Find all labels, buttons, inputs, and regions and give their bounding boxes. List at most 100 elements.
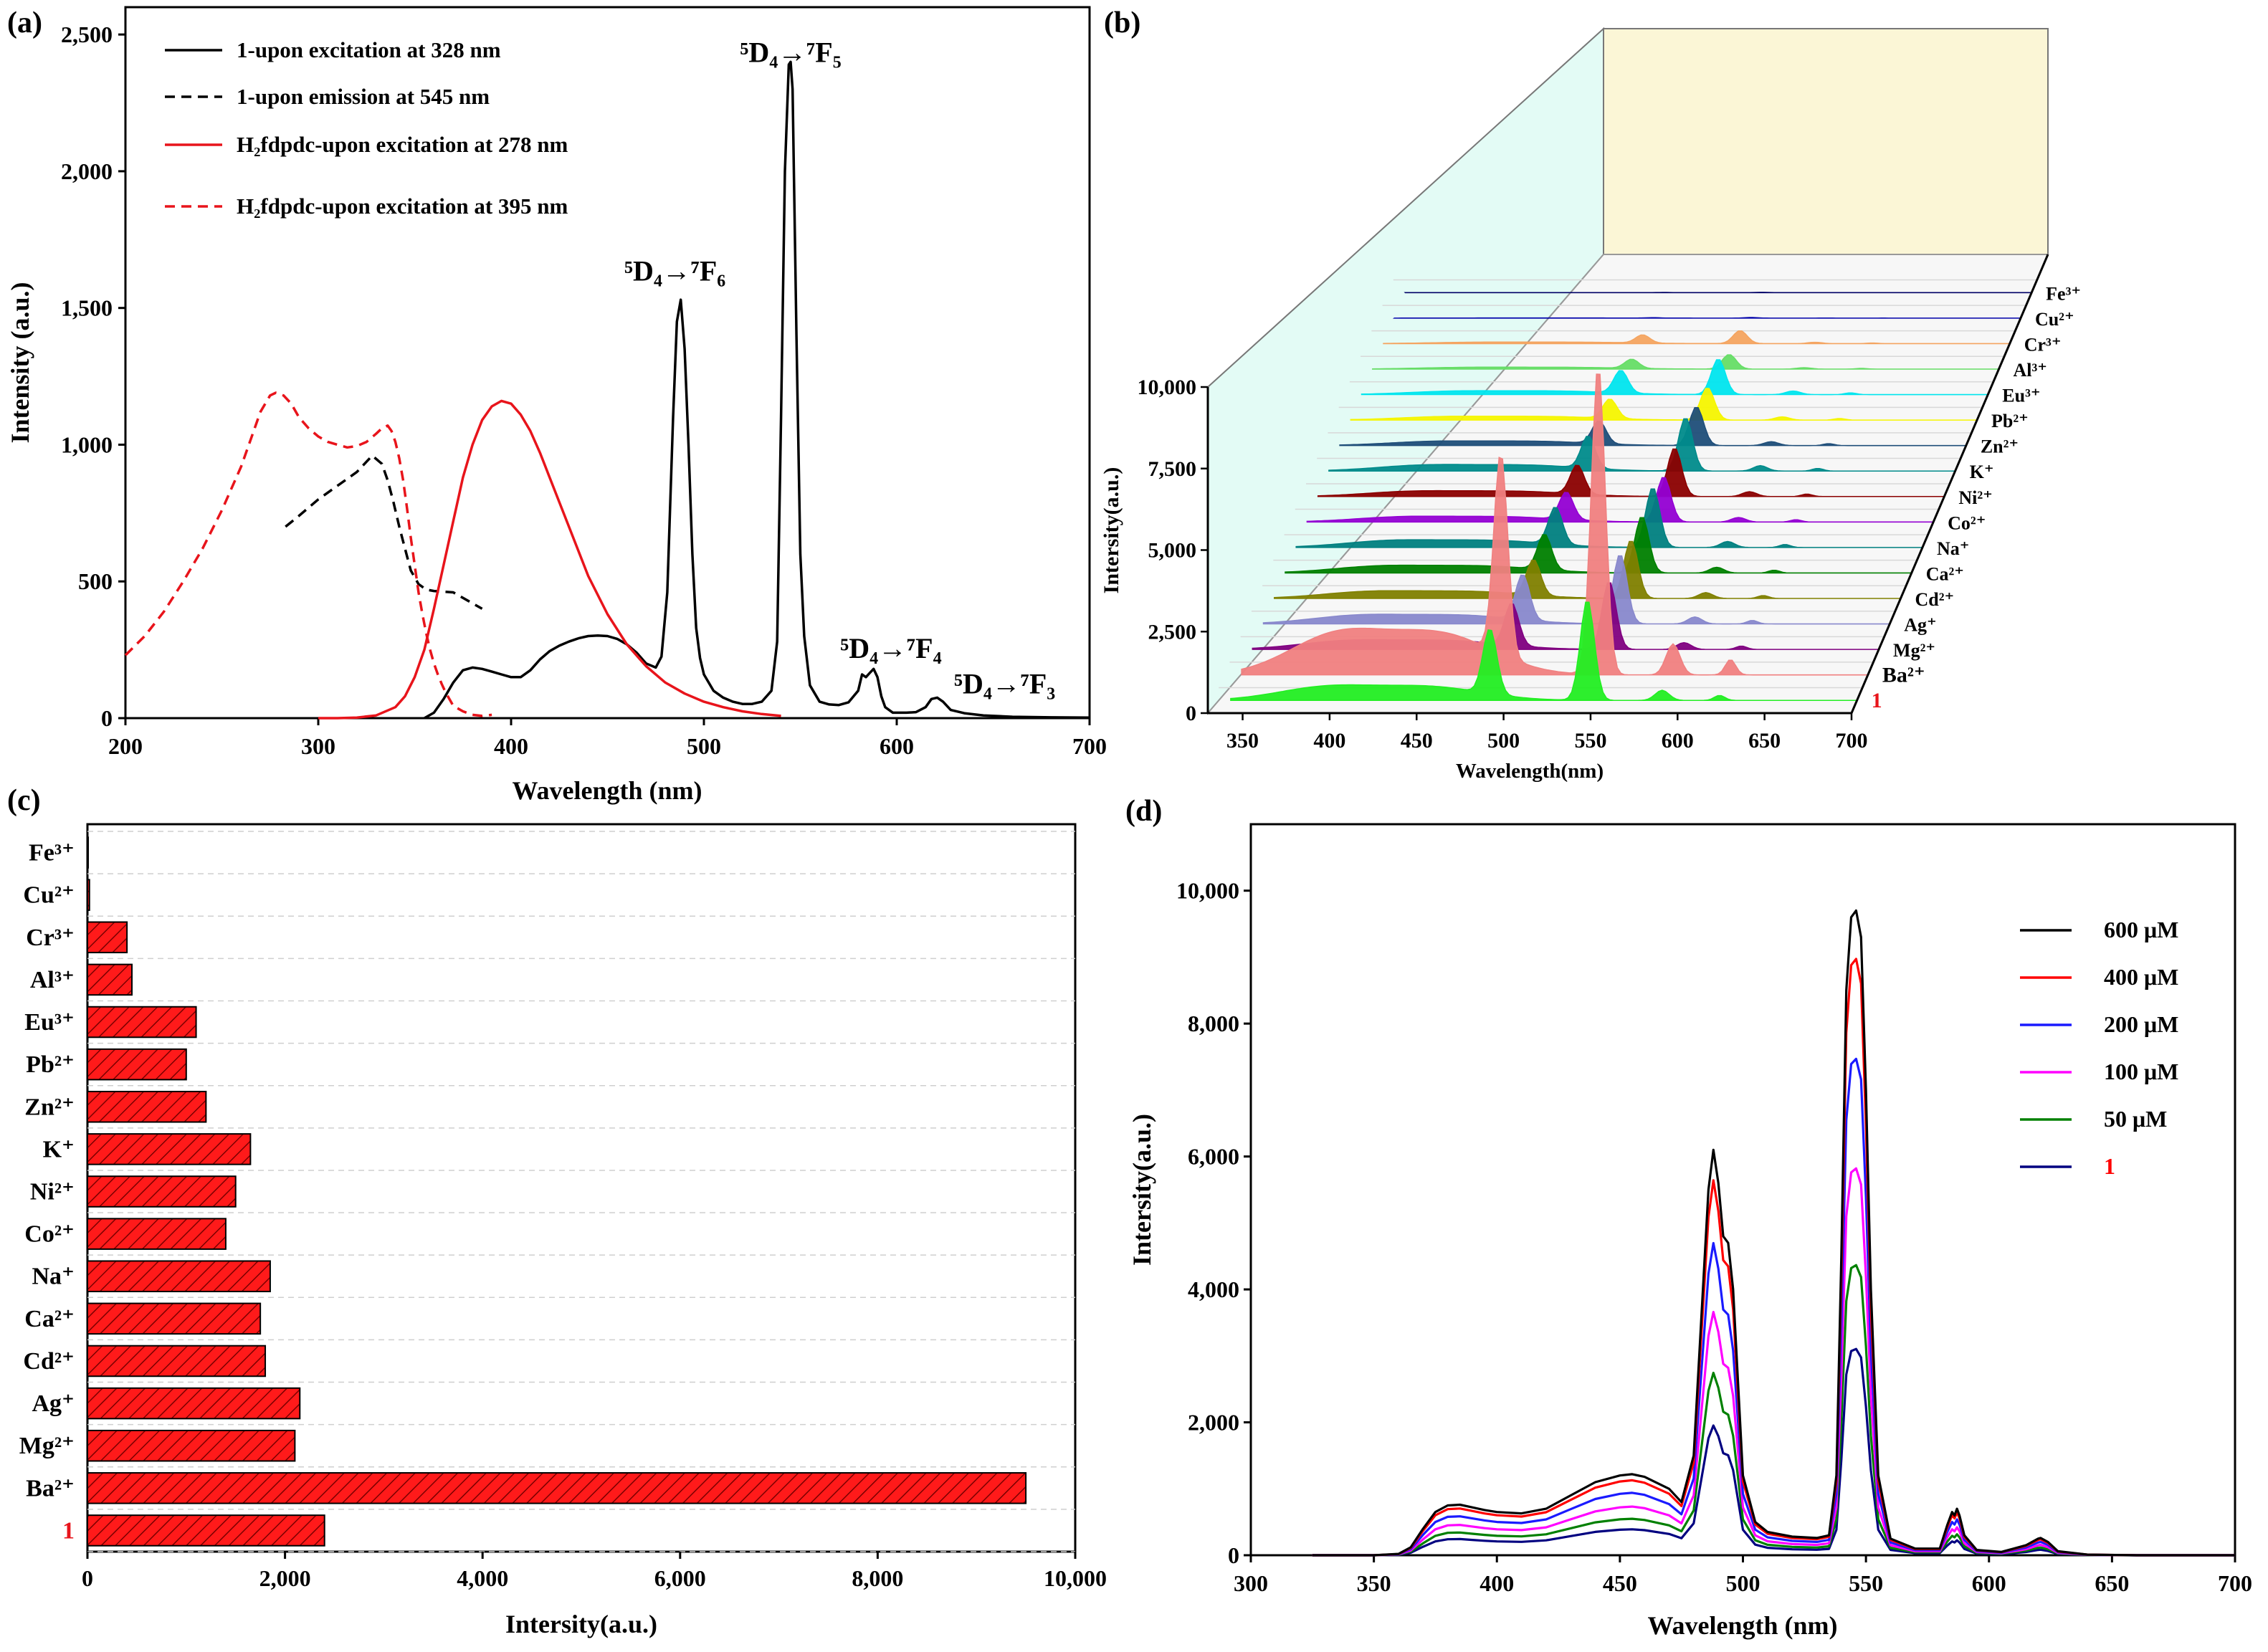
panel-b-spectrum-1 [1241, 373, 1869, 676]
panel-c-bar-14 [87, 1429, 296, 1462]
panel-b-xtick-label: 450 [1401, 729, 1433, 753]
panel-d-xtick-label: 700 [2218, 1570, 2252, 1596]
panel-b-xtick-label: 350 [1226, 729, 1259, 753]
panel-c-bar-1 [87, 879, 90, 911]
panel-d-ylabel: Intersity(a.u.) [1128, 1114, 1156, 1266]
panel-d-legend-label-2: 200 μM [2104, 1011, 2178, 1037]
panel-d-xtick-label: 400 [1480, 1570, 1514, 1596]
panel-b-series-label-12: Eu³⁺ [2002, 386, 2040, 406]
panel-a-label: (a) [7, 6, 42, 39]
panel-c-category-label-5: Pb²⁺ [26, 1051, 75, 1078]
panel-b-back-wall [1603, 28, 2049, 255]
panel-d-xtick-label: 650 [2095, 1570, 2129, 1596]
panel-c-bar-13 [87, 1387, 301, 1420]
panel-b-xlabel: Wavelength(nm) [1456, 760, 1604, 783]
panel-c-bar-11 [87, 1302, 262, 1335]
panel-c-xtick-label: 4,000 [457, 1565, 508, 1591]
panel-b-spectrum-12 [1361, 359, 1989, 396]
panel-b-spectrum-6 [1295, 488, 1923, 548]
panel-d-legend-label-3: 100 μM [2104, 1059, 2178, 1084]
panel-c-category-label-6: Zn²⁺ [24, 1094, 75, 1120]
panel-c-bar-15 [87, 1472, 1027, 1504]
panel-d-ytick-label: 4,000 [1188, 1276, 1239, 1302]
panel-b-spectrum-15 [1393, 317, 2021, 319]
panel-c-bar-8 [87, 1175, 237, 1208]
panel-c-category-label-1: Cu²⁺ [23, 882, 75, 909]
panel-b-ytick-label: 0 [1186, 702, 1196, 725]
panel-c-bar-4 [87, 1006, 197, 1039]
panel-c-xtick-label: 6,000 [654, 1565, 706, 1591]
panel-a-annotations: ⁵D₄→⁷F₆ ⁵D₄→⁷F₅ ⁵D₄→⁷F₄ ⁵D₄→⁷F₃ [624, 36, 1055, 700]
panel-b-series-label-8: Ni²⁺ [1958, 487, 1993, 508]
panel-c-xlabel: Intersity(a.u.) [505, 1610, 657, 1638]
panel-d-legend-label-5: 1 [2104, 1153, 2115, 1179]
panel-b-spectrum-7 [1306, 477, 1935, 523]
panel-c-bar-3 [87, 963, 133, 996]
panel-c-category-label-16: 1 [62, 1517, 75, 1544]
panel-d-ytick-label: 10,000 [1176, 878, 1239, 904]
panel-d-label: (d) [1125, 795, 1162, 828]
panel-c-category-label-3: Al³⁺ [30, 967, 75, 993]
panel-a-series-line-2 [318, 399, 781, 720]
panel-b-series-label-15: Cu²⁺ [2035, 309, 2074, 330]
panel-a-legend-label-2: H₂fdpdc-upon excitation at 278 nm [237, 132, 568, 157]
panel-d-series-line-2 [1312, 1057, 2235, 1557]
panel-b-ylabel: Intersity(a.u.) [1100, 467, 1123, 594]
panel-a-xtick-label: 400 [494, 733, 528, 759]
panel-b-series-label-9: K⁺ [1970, 462, 1994, 482]
panel-a-xtick-label: 500 [687, 733, 721, 759]
panel-b-series-label-11: Pb²⁺ [1991, 411, 2029, 431]
panel-c-category-label-4: Eu³⁺ [24, 1009, 75, 1036]
panel-c-bar-9 [87, 1218, 227, 1250]
panel-d-xtick-label: 450 [1603, 1570, 1637, 1596]
panel-d-legend-label-0: 600 μM [2104, 917, 2178, 942]
panel-b-xtick-label: 400 [1313, 729, 1345, 753]
panel-c-category-label-14: Mg²⁺ [19, 1433, 75, 1459]
panel-b-z-axis [1850, 254, 2049, 714]
panel-c-bar-10 [87, 1260, 271, 1293]
panel-d-xtick-label: 600 [1972, 1570, 2006, 1596]
panel-a-xtick-label: 700 [1072, 733, 1107, 759]
panel-d-frame [1249, 823, 2236, 1557]
panel-b-ytick-label: 10,000 [1138, 376, 1197, 399]
panel-b-series-label-4: Cd²⁺ [1915, 589, 1955, 610]
panel-a-xtick-label: 600 [880, 733, 914, 759]
panel-c-category-label-15: Ba²⁺ [26, 1475, 75, 1501]
panel-c-category-label-7: K⁺ [43, 1136, 75, 1162]
panel-d-xlabel: Wavelength (nm) [1648, 1611, 1838, 1640]
panel-a-ytick-label: 1,500 [61, 295, 113, 321]
panel-b-xtick-label: 500 [1487, 729, 1520, 753]
panel-b: (b) 350 400 450 500 550 600 650 700 0 2,500 5,000… [1100, 6, 2081, 783]
panel-b-spectrum-11 [1350, 388, 1978, 421]
panel-b-series-label-0: 1 [1872, 689, 1882, 712]
panel-d-ytick-label: 8,000 [1188, 1011, 1239, 1036]
panel-c-xtick-label: 8,000 [852, 1565, 903, 1591]
panel-c-bar-12 [87, 1345, 267, 1378]
panel-c-category-label-13: Ag⁺ [32, 1390, 75, 1417]
panel-b-series-label-5: Ca²⁺ [1926, 563, 1964, 584]
panel-a-xtick-label: 300 [301, 733, 335, 759]
panel-a-ytick-label: 2,500 [61, 22, 113, 47]
panel-a-ytick-label: 2,000 [61, 158, 113, 184]
panel-b-xtick-label: 600 [1662, 729, 1694, 753]
panel-d-legend-label-1: 400 μM [2104, 964, 2178, 990]
panel-a-series-line-0 [424, 60, 1090, 720]
panel-a-legend-label-1: 1-upon emission at 545 nm [237, 84, 490, 109]
panel-b-ytick-label: 5,000 [1148, 539, 1197, 563]
panel-d-ytick-label: 0 [1228, 1542, 1239, 1568]
panel-b-spectrum-9 [1328, 418, 1956, 472]
panel-c-category-label-8: Ni²⁺ [30, 1179, 75, 1205]
panel-d-series-line-1 [1312, 958, 2235, 1557]
panel-b-series-label-1: Ba²⁺ [1882, 664, 1925, 687]
panel-b-ytick-label: 7,500 [1148, 457, 1197, 481]
panel-a-xlabel: Wavelength (nm) [513, 776, 702, 805]
panel-b-spectrum-8 [1317, 448, 1945, 497]
panel-c-xtick-label: 2,000 [259, 1565, 311, 1591]
panel-b-ytick-label: 2,500 [1148, 620, 1197, 644]
panel-b-series-label-10: Zn²⁺ [1981, 436, 2019, 457]
panel-c-bar-7 [87, 1133, 252, 1165]
panel-d-legend: 600 μM 400 μM 200 μM 100 μM 50 μM 1 [2020, 917, 2178, 1179]
panel-c-bar-6 [87, 1090, 207, 1123]
panel-c-xtick-label: 10,000 [1044, 1565, 1107, 1591]
panel-d-series-line-0 [1312, 909, 2235, 1557]
